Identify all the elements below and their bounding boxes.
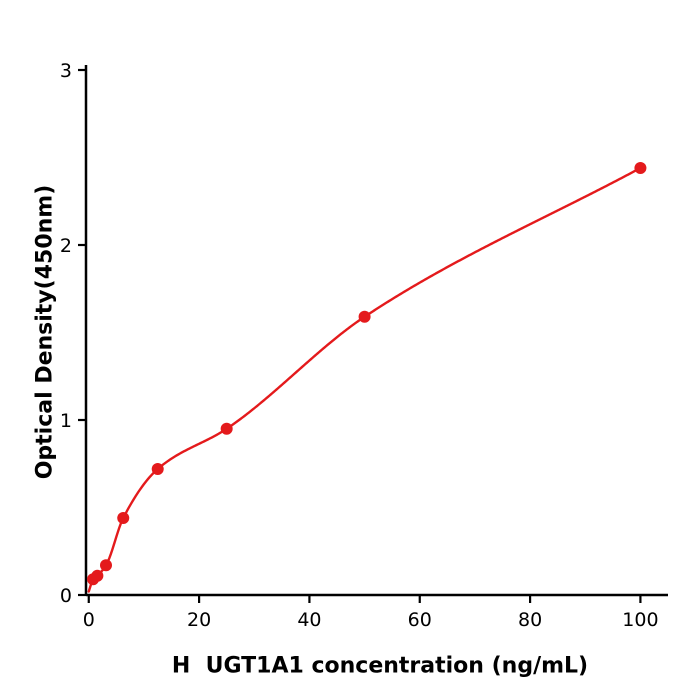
data-point bbox=[634, 162, 647, 174]
x-tick-label: 0 bbox=[83, 609, 95, 631]
data-points bbox=[87, 162, 647, 586]
data-point bbox=[91, 569, 104, 582]
x-tick-label: 60 bbox=[408, 609, 432, 631]
data-point bbox=[220, 422, 233, 435]
data-point bbox=[358, 310, 371, 323]
data-point bbox=[117, 512, 130, 524]
x-axis-title: H UGT1A1 concentration (ng/mL) bbox=[171, 653, 589, 679]
y-tick-label: 1 bbox=[60, 410, 72, 432]
y-axis-title: Optical Density(450nm) bbox=[32, 184, 58, 480]
y-tick-label: 3 bbox=[60, 60, 72, 82]
x-tick-label: 40 bbox=[297, 609, 321, 631]
x-tick-label: 20 bbox=[187, 609, 211, 631]
fit-curve-line bbox=[87, 166, 642, 593]
x-tick-label: 80 bbox=[518, 609, 542, 631]
x-tick-label: 100 bbox=[622, 609, 658, 631]
data-point bbox=[100, 559, 112, 572]
data-point bbox=[151, 463, 164, 475]
y-tick-label: 2 bbox=[60, 235, 72, 257]
y-tick-label: 0 bbox=[60, 585, 72, 607]
